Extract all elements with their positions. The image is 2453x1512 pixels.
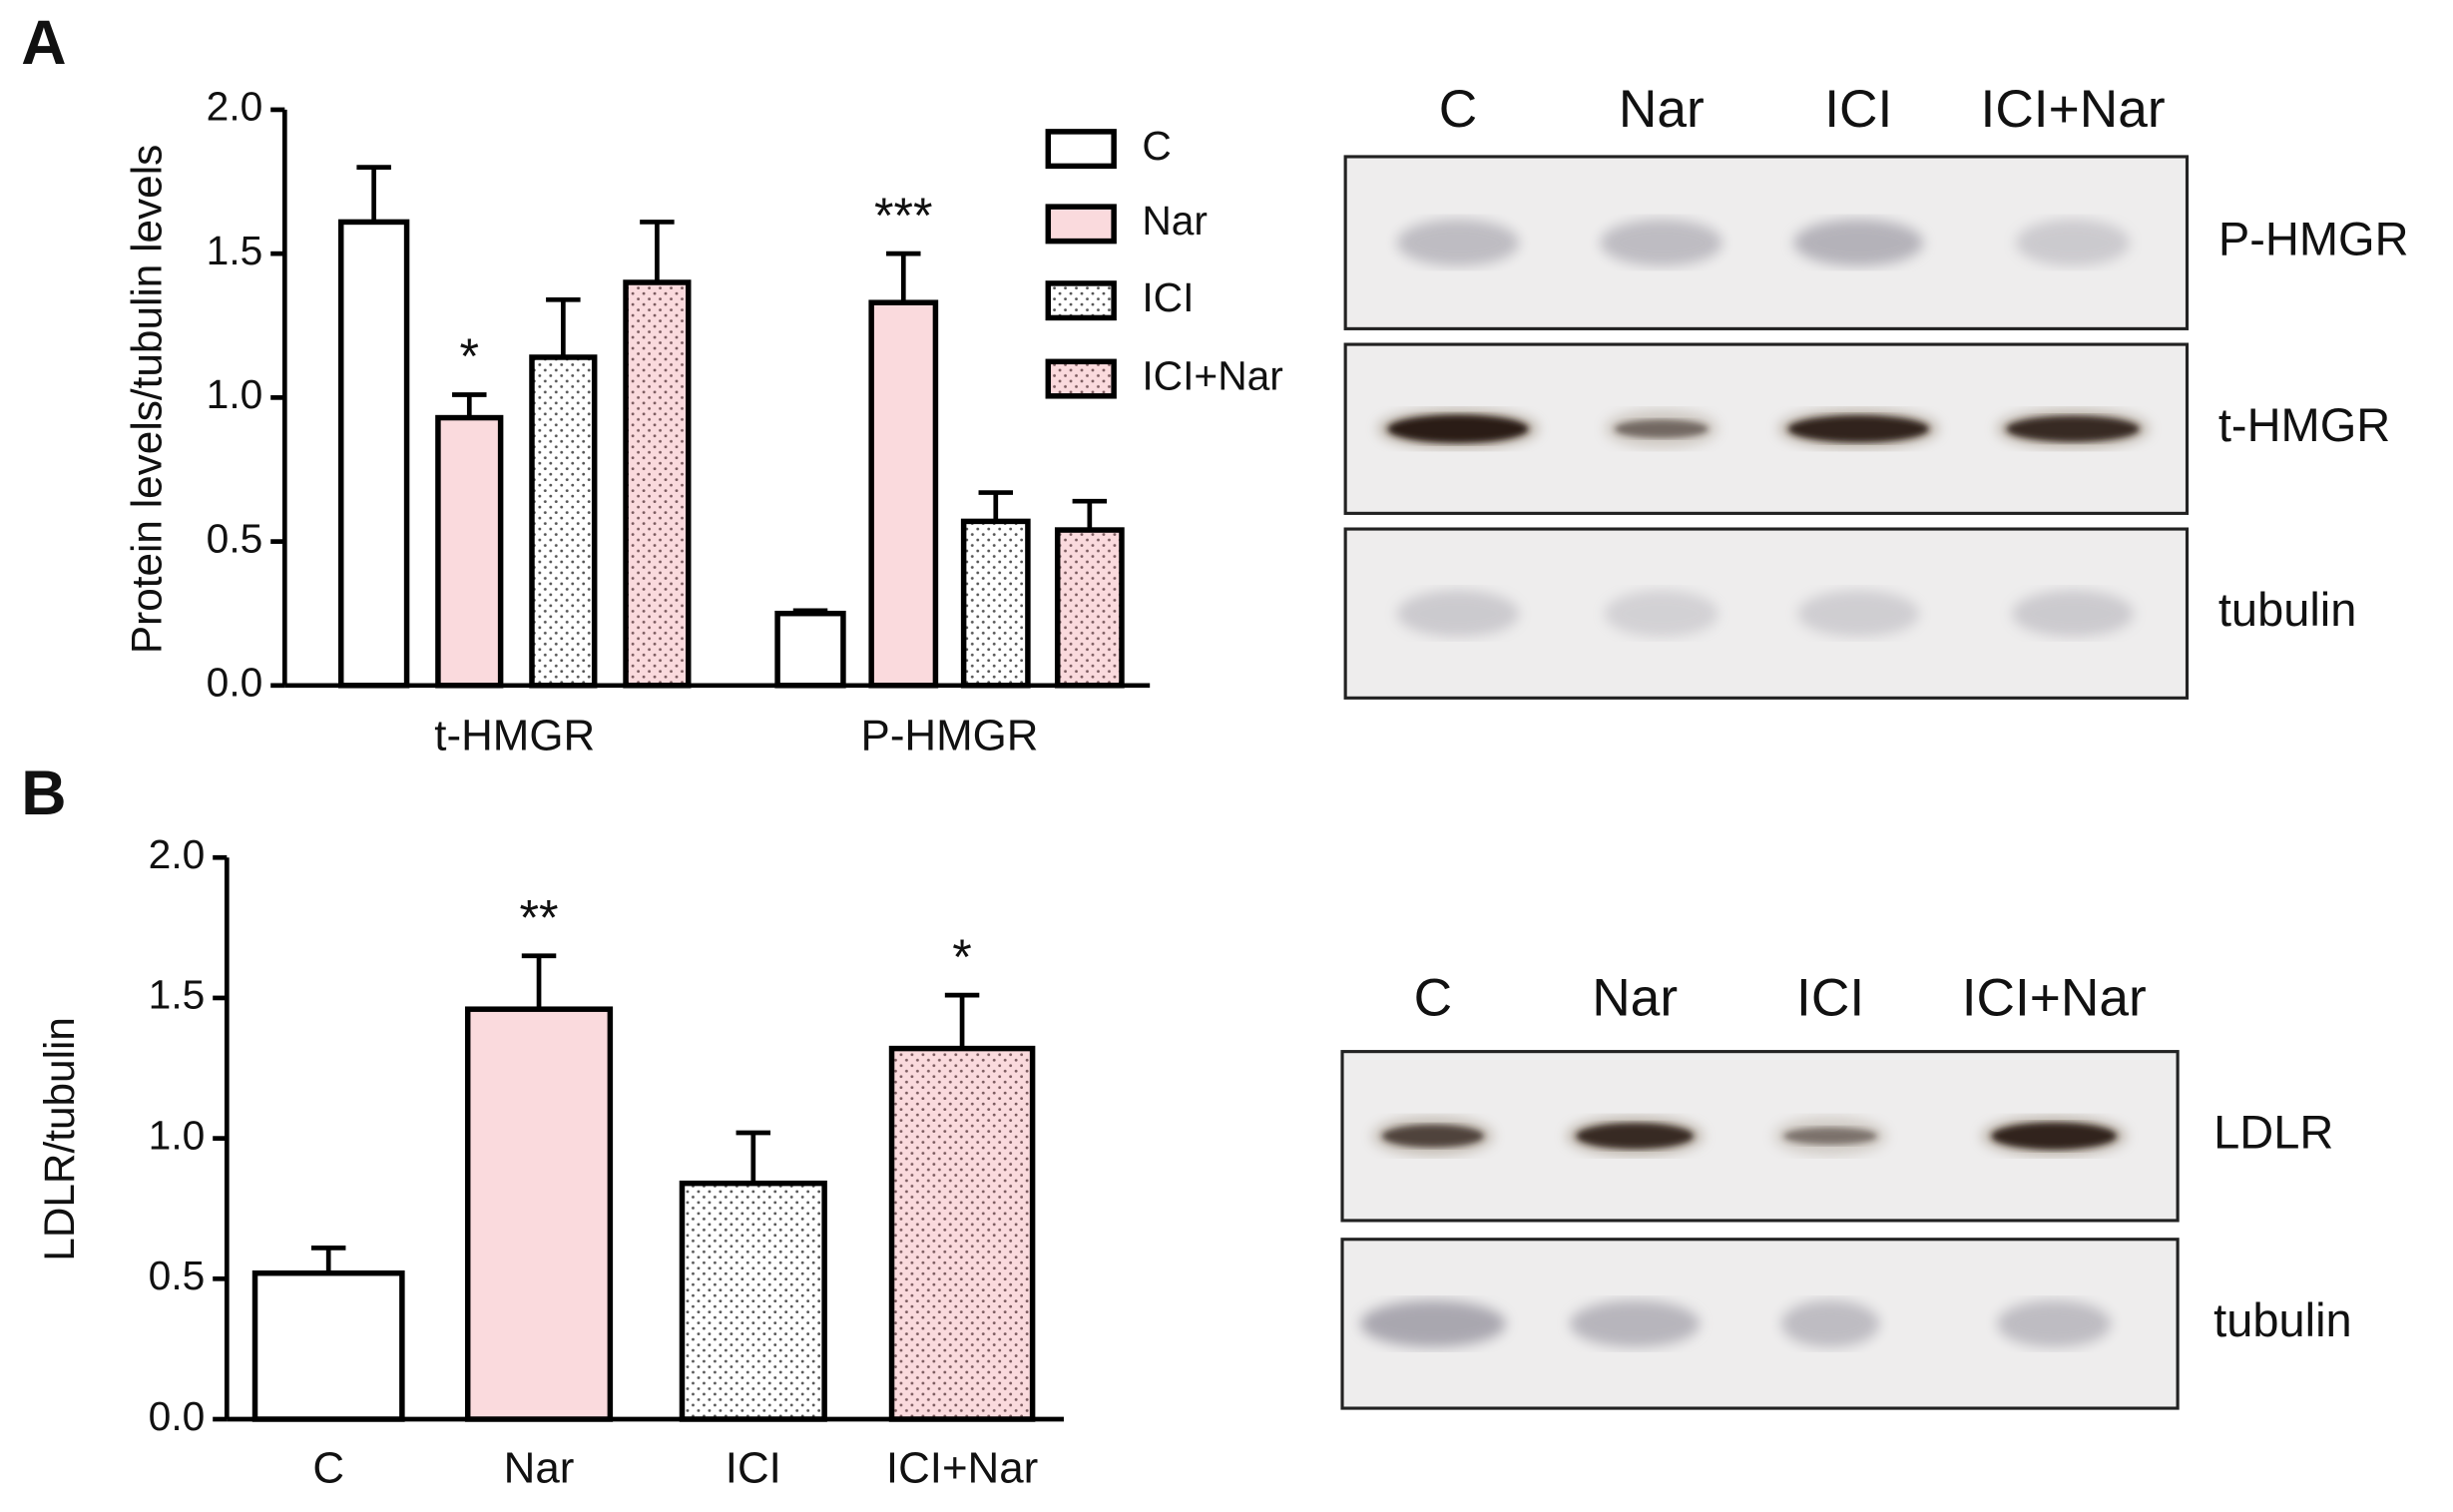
y-tick-label: 1.0 (149, 1112, 206, 1158)
x-tick-label: C (312, 1443, 344, 1492)
significance: * (952, 929, 972, 985)
legend-swatch (1045, 129, 1117, 170)
blot-band (1793, 219, 1924, 266)
blot-band (1991, 1122, 2117, 1150)
blot-band (2011, 590, 2135, 638)
y-tick-label: 1.0 (207, 371, 263, 417)
bar (888, 1045, 1036, 1422)
blot-band (1381, 1124, 1484, 1148)
y-tick-label: 1.5 (207, 228, 263, 273)
blot-band (1780, 1299, 1880, 1347)
blot-band (2006, 415, 2140, 442)
lane-label: C (1414, 969, 1452, 1028)
bar (464, 1006, 614, 1422)
x-tick-label: t-HMGR (434, 712, 595, 760)
y-tick-label: 2.0 (207, 84, 263, 130)
blot-band (1600, 219, 1722, 266)
bar (868, 299, 939, 689)
x-tick-label: ICI+Nar (886, 1443, 1038, 1492)
lane-label: ICI+Nar (1981, 80, 2166, 139)
significance: * (460, 328, 480, 384)
legend-swatch (1045, 358, 1117, 399)
lane-label: ICI+Nar (1962, 969, 2147, 1028)
legend-swatch (1045, 280, 1117, 321)
blot-band (2015, 219, 2131, 266)
y-tick-label: 0.0 (207, 660, 263, 706)
blot-band (1360, 1299, 1506, 1347)
row-label: tubulin (2218, 583, 2357, 636)
blot-band (1997, 1299, 2112, 1347)
blot-band (1604, 590, 1719, 638)
y-axis-label: LDLR/tubulin (36, 1017, 83, 1261)
y-tick-label: 1.5 (149, 972, 206, 1018)
blot-band (1783, 1127, 1878, 1145)
panel-label: A (21, 8, 66, 78)
blot-band (1614, 419, 1709, 438)
bar (435, 414, 504, 689)
significance: ** (520, 889, 559, 945)
bar (623, 279, 692, 689)
blot-band (1387, 414, 1529, 443)
legend-swatch (1045, 204, 1117, 245)
lane-label: ICI (1824, 80, 1892, 139)
legend-label: C (1142, 123, 1171, 169)
y-tick-label: 0.0 (149, 1393, 206, 1439)
row-label: LDLR (2213, 1106, 2333, 1159)
legend-label: ICI (1142, 274, 1194, 320)
x-tick-label: Nar (504, 1443, 575, 1492)
bar (679, 1180, 827, 1422)
legend-label: Nar (1142, 198, 1208, 244)
legend-label: ICI+Nar (1142, 352, 1283, 398)
y-tick-label: 0.5 (207, 515, 263, 561)
x-tick-label: P-HMGR (861, 712, 1039, 760)
lane-label: C (1439, 80, 1477, 139)
lane-label: Nar (1592, 969, 1678, 1028)
blot-band (1576, 1123, 1694, 1150)
blot-band (1570, 1299, 1701, 1347)
lane-label: Nar (1619, 80, 1705, 139)
bar (529, 354, 598, 689)
lane-label: ICI (1796, 969, 1864, 1028)
blot-band (1797, 590, 1920, 638)
bar (774, 610, 846, 689)
bar (960, 518, 1031, 689)
row-label: tubulin (2213, 1293, 2352, 1346)
bar (251, 1269, 405, 1422)
blot-band (1396, 219, 1520, 266)
bar (337, 219, 410, 689)
panel-label: B (21, 758, 66, 828)
blot-band (1787, 415, 1929, 443)
x-tick-label: ICI (726, 1443, 781, 1492)
bar (1054, 527, 1125, 689)
y-tick-label: 0.5 (149, 1253, 206, 1298)
row-label: t-HMGR (2218, 398, 2390, 451)
y-axis-label: Protein levels/tubulin levels (124, 145, 171, 654)
row-label: P-HMGR (2218, 213, 2409, 265)
significance: *** (874, 188, 933, 244)
y-tick-label: 2.0 (149, 831, 206, 877)
blot-band (1396, 590, 1520, 638)
